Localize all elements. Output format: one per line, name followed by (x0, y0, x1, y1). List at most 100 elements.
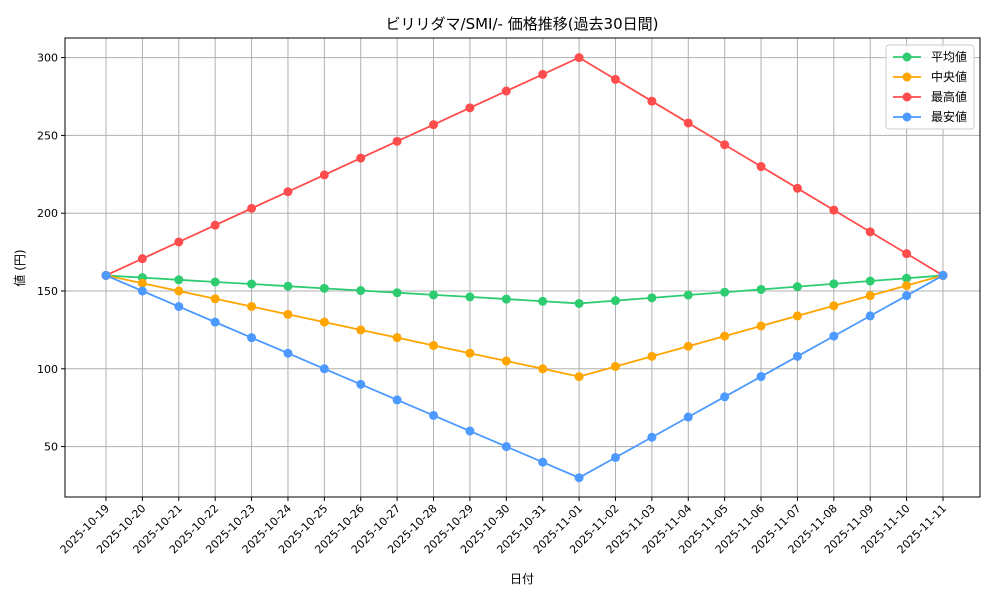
data-point (247, 302, 257, 312)
data-point (902, 291, 912, 301)
series-2 (101, 270, 948, 382)
data-point (756, 321, 766, 331)
data-point (210, 220, 220, 230)
data-point (210, 317, 220, 327)
data-point (174, 286, 184, 296)
data-point (538, 296, 548, 306)
series-line (105, 274, 944, 305)
data-point (647, 351, 657, 361)
series-line (105, 274, 944, 378)
data-point (210, 277, 220, 287)
data-point (392, 333, 402, 343)
data-point (319, 283, 329, 293)
legend-marker (902, 52, 912, 62)
series-line (105, 274, 944, 479)
data-point (501, 356, 511, 366)
data-point (283, 348, 293, 358)
data-point (720, 331, 730, 341)
x-axis-label: 日付 (510, 572, 534, 586)
y-axis: 50 100 150 200 250 300 (37, 52, 65, 454)
legend-label: 平均値 (931, 49, 967, 64)
data-point (465, 103, 475, 113)
data-point (356, 286, 366, 296)
data-point (319, 364, 329, 374)
y-tick-label: 250 (37, 129, 58, 142)
data-point (865, 291, 875, 301)
data-point (610, 74, 620, 84)
series-4 (101, 270, 948, 483)
data-point (501, 294, 511, 304)
data-point (283, 187, 293, 197)
data-point (319, 170, 329, 180)
data-point (829, 301, 839, 311)
x-axis: 2025-10-192025-10-202025-10-212025-10-22… (58, 497, 949, 556)
data-point (683, 412, 693, 422)
data-point (465, 292, 475, 302)
y-tick-label: 150 (37, 285, 58, 298)
y-tick-label: 200 (37, 207, 58, 220)
series-1 (101, 270, 948, 308)
data-point (647, 96, 657, 106)
data-point (392, 136, 402, 146)
data-point (610, 452, 620, 462)
data-point (938, 270, 948, 280)
legend-label: 最安値 (931, 109, 967, 124)
legend-box (885, 44, 975, 130)
legend-marker (902, 72, 912, 82)
data-point (356, 153, 366, 163)
data-point (283, 281, 293, 291)
data-point (429, 410, 439, 420)
data-point (574, 53, 584, 63)
data-point (756, 372, 766, 382)
data-point (756, 284, 766, 294)
data-point (174, 302, 184, 312)
legend-marker (902, 92, 912, 102)
data-point (356, 379, 366, 389)
data-point (902, 249, 912, 259)
data-point (319, 317, 329, 327)
data-point (574, 372, 584, 382)
y-tick-label: 100 (37, 363, 58, 376)
data-point (829, 205, 839, 215)
data-point (865, 276, 875, 286)
data-point (174, 275, 184, 285)
data-point (792, 311, 802, 321)
data-point (865, 311, 875, 321)
plot-frame (64, 37, 981, 498)
data-point (792, 351, 802, 361)
data-point (538, 457, 548, 467)
legend-marker (902, 112, 912, 122)
data-point (501, 86, 511, 96)
data-point (137, 286, 147, 296)
data-point (610, 296, 620, 306)
data-point (574, 298, 584, 308)
data-point (610, 361, 620, 371)
data-point (174, 237, 184, 247)
data-point (137, 278, 147, 288)
data-point (429, 290, 439, 300)
legend-label: 最高値 (931, 89, 967, 104)
data-point (792, 282, 802, 292)
data-point (356, 325, 366, 335)
data-point (574, 473, 584, 483)
data-point (683, 118, 693, 128)
data-point (501, 442, 511, 452)
data-point (538, 69, 548, 79)
data-point (647, 432, 657, 442)
data-point (283, 309, 293, 319)
data-point (247, 333, 257, 343)
data-point (392, 288, 402, 298)
data-point (756, 162, 766, 172)
data-point (137, 254, 147, 264)
data-point (392, 395, 402, 405)
legend-label: 中央値 (931, 69, 967, 84)
chart-title: ビリリダマ/SMI/- 価格推移(過去30日間) (386, 15, 659, 33)
data-point (247, 279, 257, 289)
data-point (829, 279, 839, 289)
data-point (647, 293, 657, 303)
data-point (792, 183, 802, 193)
y-axis-label: 値 (円) (12, 249, 27, 286)
data-point (902, 281, 912, 291)
